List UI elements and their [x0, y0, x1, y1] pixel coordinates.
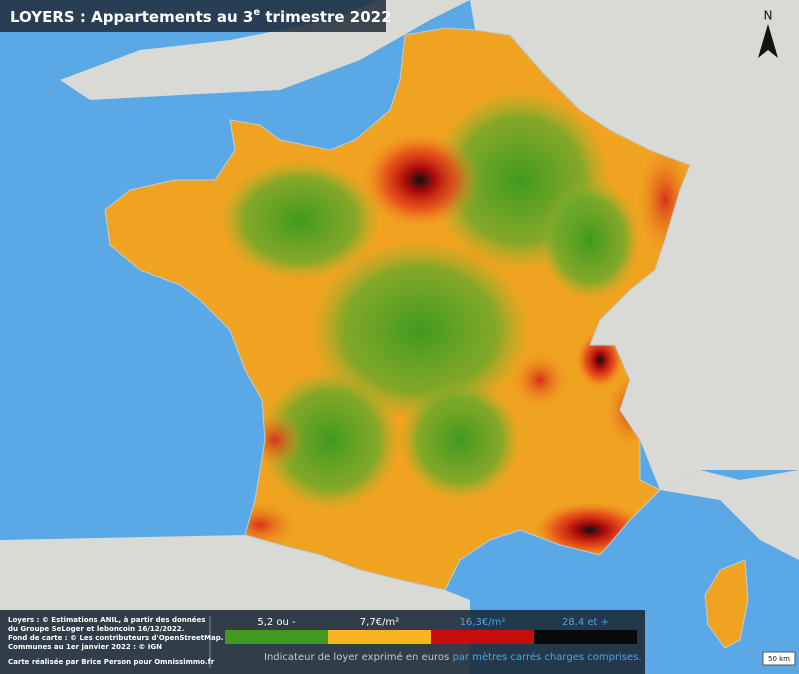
legend-label: 5,2 ou - — [257, 617, 296, 628]
legend: 5,2 ou - 7,7€/m² 16,3€/m² 28,4 et + — [225, 617, 637, 644]
legend-swatch — [534, 630, 637, 644]
scale-box — [762, 651, 796, 666]
green-zone — [310, 240, 530, 420]
scale-label: 50 km — [768, 655, 790, 663]
title-superscript: e — [253, 7, 260, 18]
credit-line: Communes au 1er janvier 2022 : © IGN — [8, 643, 162, 651]
legend-swatch — [431, 630, 534, 644]
green-zone — [220, 160, 380, 280]
legend-label: 7,7€/m² — [360, 617, 399, 628]
north-label: N — [764, 9, 773, 23]
legend-swatch — [328, 630, 431, 644]
warm-zone — [510, 350, 570, 410]
credit-line: Loyers : © Estimations ANIL, à partir de… — [8, 616, 205, 624]
legend-caption: Indicateur de loyer exprimé en euros par… — [264, 651, 642, 663]
green-zone — [260, 370, 400, 510]
caption-end: par mètres carrés charges comprises. — [452, 651, 641, 663]
neighbor-land — [470, 0, 799, 490]
map-title: LOYERS : Appartements au 3e trimestre 20… — [10, 7, 392, 26]
legend-label: 16,3€/m² — [460, 617, 506, 628]
italy-land — [660, 470, 799, 560]
green-zone — [540, 180, 640, 300]
title-text: LOYERS : Appartements au 3 — [10, 8, 253, 26]
legend-label: 28,4 et + — [562, 617, 609, 628]
title-box — [0, 0, 386, 32]
credit-line: Fond de carte : © Les contributeurs d'Op… — [8, 634, 223, 642]
title-rest: trimestre 2022 — [260, 8, 391, 26]
green-zone — [400, 380, 520, 500]
north-arrow — [758, 24, 778, 58]
credits: Loyers : © Estimations ANIL, à partir de… — [8, 616, 223, 666]
credit-line: du Groupe SeLoger et leboncoin 16/12/202… — [8, 625, 184, 633]
credit-line: Carte réalisée par Brice Person pour Omn… — [8, 658, 215, 666]
caption-start: Indicateur de loyer exprimé en euros — [264, 651, 452, 663]
legend-swatch — [225, 630, 328, 644]
hot-zone — [360, 130, 480, 230]
